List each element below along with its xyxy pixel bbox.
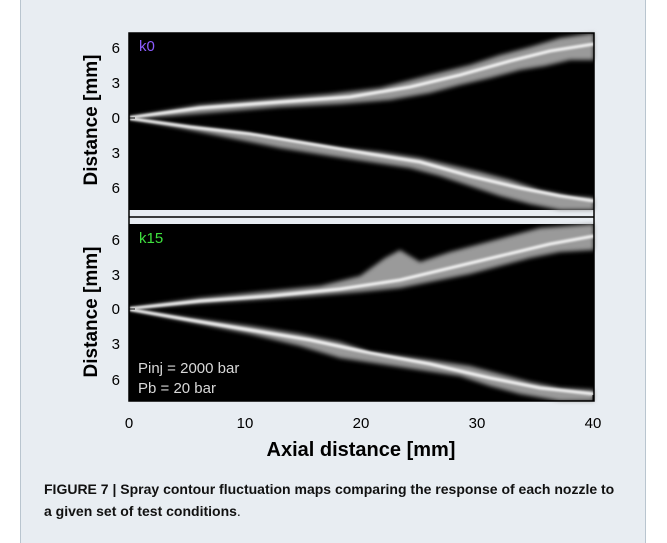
y-tick-label: 6	[112, 372, 120, 389]
x-tick-label: 30	[469, 415, 486, 432]
y-tick-label: 0	[112, 301, 120, 318]
y-axis-title-panel-2: Distance [mm]	[81, 247, 102, 378]
panel-k15-label: k15	[139, 230, 163, 247]
panel-k15-lower-core	[129, 308, 595, 396]
panel-k15-upper-core	[129, 234, 595, 310]
panel-k15-upper-plume	[130, 224, 594, 309]
y-tick-label: 3	[112, 75, 120, 92]
panel-k0-upper-core	[129, 42, 595, 119]
y-tick-label: 3	[112, 267, 120, 284]
annotation-pinj: Pinj = 2000 bar	[138, 360, 239, 377]
caption-text: Spray contour fluctuation maps comparing…	[44, 481, 615, 519]
x-tick-label: 20	[353, 415, 370, 432]
panel-k0-label: k0	[139, 38, 155, 55]
y-tick-label: 3	[112, 336, 120, 353]
x-axis-ticks: 0 10 20 30 40	[125, 395, 602, 432]
x-tick-label: 40	[585, 415, 602, 432]
x-tick-label: 10	[237, 415, 254, 432]
y-axis-ticks-panel-2: 6 3 0 3 6	[112, 232, 135, 389]
caption-period: .	[236, 503, 241, 519]
panel-k0-lower-plume	[130, 118, 594, 210]
y-tick-label: 0	[112, 110, 120, 127]
x-tick-label: 0	[125, 415, 133, 432]
y-axis-title-panel-1: Distance [mm]	[81, 55, 102, 186]
y-tick-label: 6	[112, 40, 120, 57]
x-axis-title: Axial distance [mm]	[267, 439, 456, 461]
annotation-pb: Pb = 20 bar	[138, 380, 216, 397]
y-tick-label: 6	[112, 232, 120, 249]
panel-k15: k15 Pinj = 2000 bar Pb = 20 bar	[129, 224, 595, 401]
y-tick-label: 6	[112, 180, 120, 197]
panel-k0-upper-plume	[130, 33, 594, 118]
figure-caption: FIGURE 7 | Spray contour fluctuation map…	[44, 478, 624, 522]
panel-k0-lower-core	[129, 117, 595, 203]
y-tick-label: 3	[112, 145, 120, 162]
caption-figure-number: FIGURE 7 |	[44, 481, 121, 497]
panel-k0: k0	[129, 33, 595, 210]
y-axis-ticks-panel-1: 6 3 0 3 6	[112, 40, 135, 197]
panel-k15-lower-plume	[130, 309, 594, 401]
